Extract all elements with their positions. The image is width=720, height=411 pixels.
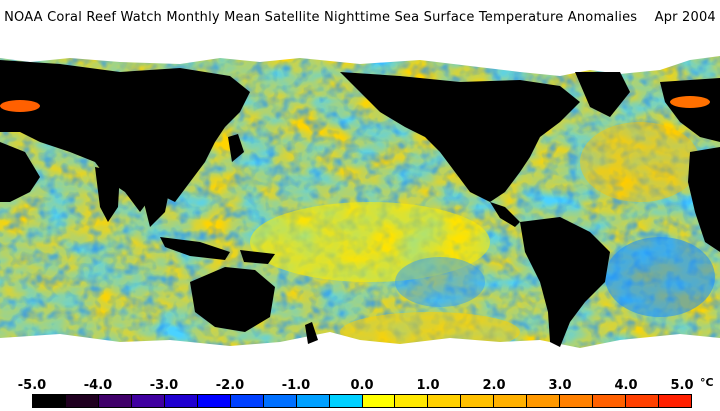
colorbar-swatch [131,395,165,407]
colorbar-tick-label: 1.0 [416,378,440,393]
colorbar [32,394,692,408]
colorbar-swatch [230,395,264,407]
arctic-warm-spot [0,100,40,112]
colorbar-swatch [560,395,594,407]
colorbar-swatch [428,395,462,407]
colorbar-tick-labels: -5.0 -4.0 -3.0 -2.0 -1.0 0.0 1.0 2.0 3.0 4.0 5.0 [0,378,720,394]
colorbar-tick-label: -3.0 [149,378,179,393]
colorbar-tick-label: 2.0 [482,378,506,393]
southeast-asia [140,182,170,227]
colorbar-tick-label: 3.0 [548,378,572,393]
land [0,60,720,347]
map-title: NOAA Coral Reef Watch Monthly Mean Satel… [4,10,716,25]
colorbar-swatch [494,395,528,407]
arctic-ice [0,42,720,76]
colorbar-swatch [296,395,330,407]
colorbar-tick-label: 4.0 [614,378,638,393]
central-america [490,202,520,227]
colorbar-tick-label: 5.0 [670,378,694,393]
sst-anomaly-map [0,42,720,373]
colorbar-swatch [626,395,660,407]
colorbar-swatch [33,395,66,407]
arabia [0,142,40,202]
asia-left [0,60,250,212]
colorbar-swatch [527,395,561,407]
colorbar-swatch [362,395,396,407]
colorbar-tick-label: -1.0 [281,378,311,393]
india [95,167,120,222]
greenland [575,72,630,117]
south-atlantic-cool [605,237,715,317]
colorbar-swatch [659,395,692,407]
colorbar-swatch [65,395,99,407]
colorbar-swatch [197,395,231,407]
australia [190,267,275,332]
new-zealand [305,322,318,344]
colorbar-swatch [395,395,429,407]
south-america [520,217,610,347]
colorbar-unit: °C [700,376,714,389]
japan [228,134,244,162]
colorbar-tick-label: -4.0 [83,378,113,393]
tropical-pacific-warm [250,202,490,282]
indonesia [160,237,230,260]
colorbar-swatch [329,395,363,407]
colorbar-tick-label: 0.0 [350,378,374,393]
north-atlantic-warm [580,122,700,202]
antarctic-ice [0,332,720,373]
east-pacific-cool [395,257,485,307]
africa [688,147,720,252]
colorbar-swatch [263,395,297,407]
north-america [340,72,580,202]
colorbar-tick-label: -2.0 [215,378,245,393]
colorbar-swatch [593,395,627,407]
europe [660,78,720,142]
colorbar-swatch [98,395,132,407]
colorbar-swatch [164,395,198,407]
barents-warm-spot [670,96,710,108]
new-guinea [240,250,275,264]
colorbar-tick-label: -5.0 [17,378,47,393]
colorbar-swatch [461,395,495,407]
